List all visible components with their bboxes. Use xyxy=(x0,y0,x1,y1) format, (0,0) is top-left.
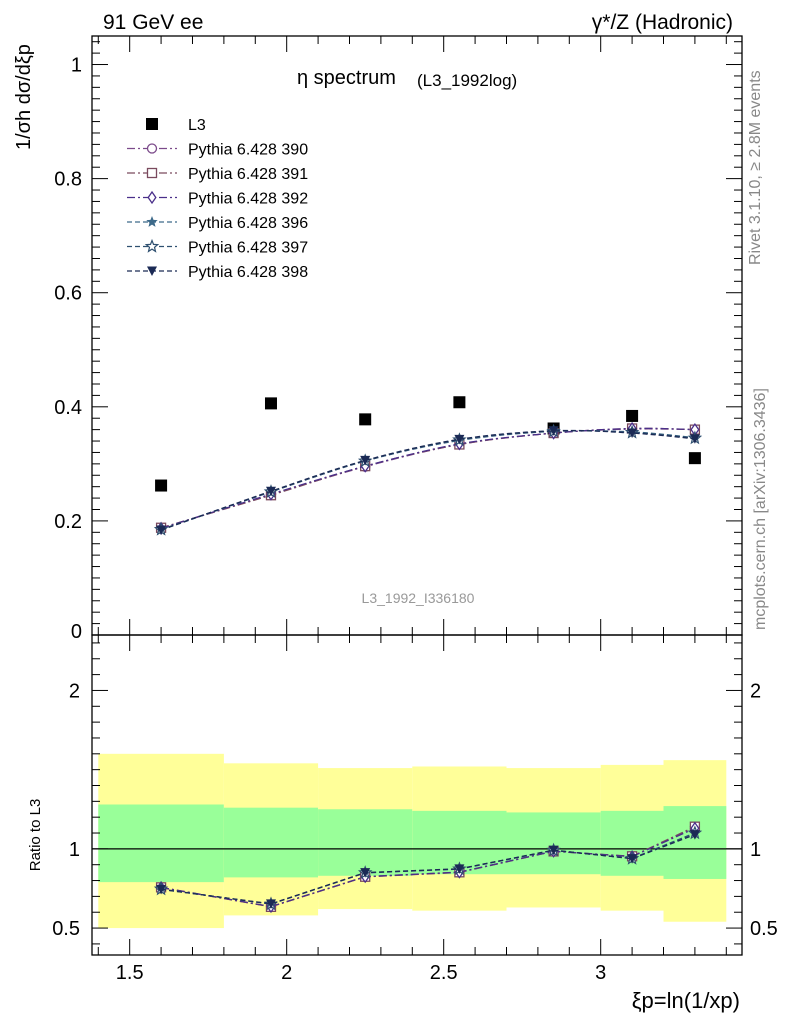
ratio-point xyxy=(360,868,371,878)
x-axis-label: ξp=ln(1/xp) xyxy=(632,988,740,1013)
y-axis-label: 1/σh dσ/dξp xyxy=(13,44,35,150)
series-line xyxy=(160,429,695,531)
legend-label: Pythia 6.428 390 xyxy=(188,142,308,159)
header-energy: 91 GeV ee xyxy=(103,11,203,34)
x-tick-label: 3 xyxy=(595,962,606,984)
mc-point xyxy=(548,426,559,436)
ratio-band-inner xyxy=(223,807,319,878)
mc-point xyxy=(265,486,276,497)
x-tick-label: 1.5 xyxy=(116,962,144,984)
ratio-y-tick-label-right: 0.5 xyxy=(750,918,778,940)
y-tick-label: 0.4 xyxy=(54,397,82,419)
ratio-y-axis-label: Ratio to L3 xyxy=(27,799,44,872)
data-point xyxy=(155,479,168,492)
ratio-band-inner xyxy=(318,809,413,876)
rivet-label: Rivet 3.1.10, ≥ 2.8M events xyxy=(747,70,764,265)
data-point xyxy=(359,413,372,426)
legend-label: Pythia 6.428 392 xyxy=(188,191,308,208)
data-point xyxy=(688,452,701,465)
legend-label: Pythia 6.428 391 xyxy=(188,166,308,183)
ratio-point xyxy=(627,854,638,864)
legend-marker xyxy=(144,238,160,253)
y-tick-label: 0.6 xyxy=(54,283,82,305)
ratio-band-inner xyxy=(600,810,664,876)
legend-marker xyxy=(147,266,157,276)
main-title-sub: (L3_1992log) xyxy=(417,71,517,90)
mc-point xyxy=(689,434,700,444)
x-tick-label: 2.5 xyxy=(430,962,458,984)
legend-label: Pythia 6.428 398 xyxy=(188,264,308,281)
mc-point xyxy=(454,434,465,445)
legend-marker xyxy=(146,118,158,130)
data-point xyxy=(264,397,277,410)
mcplots-label: mcplots.cern.ch [arXiv:1306.3436] xyxy=(752,388,769,630)
series-line xyxy=(160,428,695,529)
legend-marker xyxy=(147,190,157,205)
ratio-y-tick-label: 1 xyxy=(69,839,80,861)
legend-label: Pythia 6.428 396 xyxy=(188,215,308,232)
ratio-point xyxy=(454,864,465,874)
legend-marker xyxy=(146,143,158,154)
legend: L3 Pythia 6.428 390 Pythia 6.428 391 Pythia… xyxy=(127,117,308,281)
x-tick-label: 2 xyxy=(281,962,292,984)
ratio-y-tick-label: 2 xyxy=(69,680,80,702)
ratio-point xyxy=(689,830,700,840)
header-process: γ*/Z (Hadronic) xyxy=(592,11,733,34)
ratio-point xyxy=(265,899,276,909)
ratio-plot-panel: Ratio to L3 ξp=ln(1/xp) 1.5 2 2.5 3 0.5 0.5 1 1… xyxy=(27,634,778,1013)
series-line xyxy=(160,427,695,529)
ratio-y-tick-label-right: 1 xyxy=(750,839,761,861)
main-title: η spectrum xyxy=(297,67,396,89)
ratio-frame xyxy=(91,634,743,956)
watermark-label: L3_1992_I336180 xyxy=(362,590,475,606)
legend-marker xyxy=(146,216,158,227)
y-tick-label: 0.2 xyxy=(54,511,82,533)
series-line xyxy=(160,427,695,529)
ratio-point xyxy=(156,884,167,895)
y-tick-label: 0 xyxy=(71,621,82,643)
mc-point xyxy=(360,455,371,466)
legend-label: Pythia 6.428 397 xyxy=(188,240,308,257)
ratio-point xyxy=(548,845,559,856)
data-point xyxy=(453,396,466,409)
data-point xyxy=(626,409,639,422)
mc-point xyxy=(627,428,638,439)
y-tick-label: 1 xyxy=(71,55,82,77)
legend-label: L3 xyxy=(188,117,206,134)
y-tick-label: 0.8 xyxy=(54,169,82,191)
main-plot-panel: η spectrum (L3_1992log) 1/σh dσ/dξp L3_1… xyxy=(13,35,743,643)
ratio-band-inner xyxy=(98,804,224,883)
mc-point xyxy=(156,525,167,536)
legend-marker xyxy=(146,167,158,179)
ratio-y-tick-label: 0.5 xyxy=(52,918,80,940)
ratio-y-tick-label-right: 2 xyxy=(750,680,761,702)
